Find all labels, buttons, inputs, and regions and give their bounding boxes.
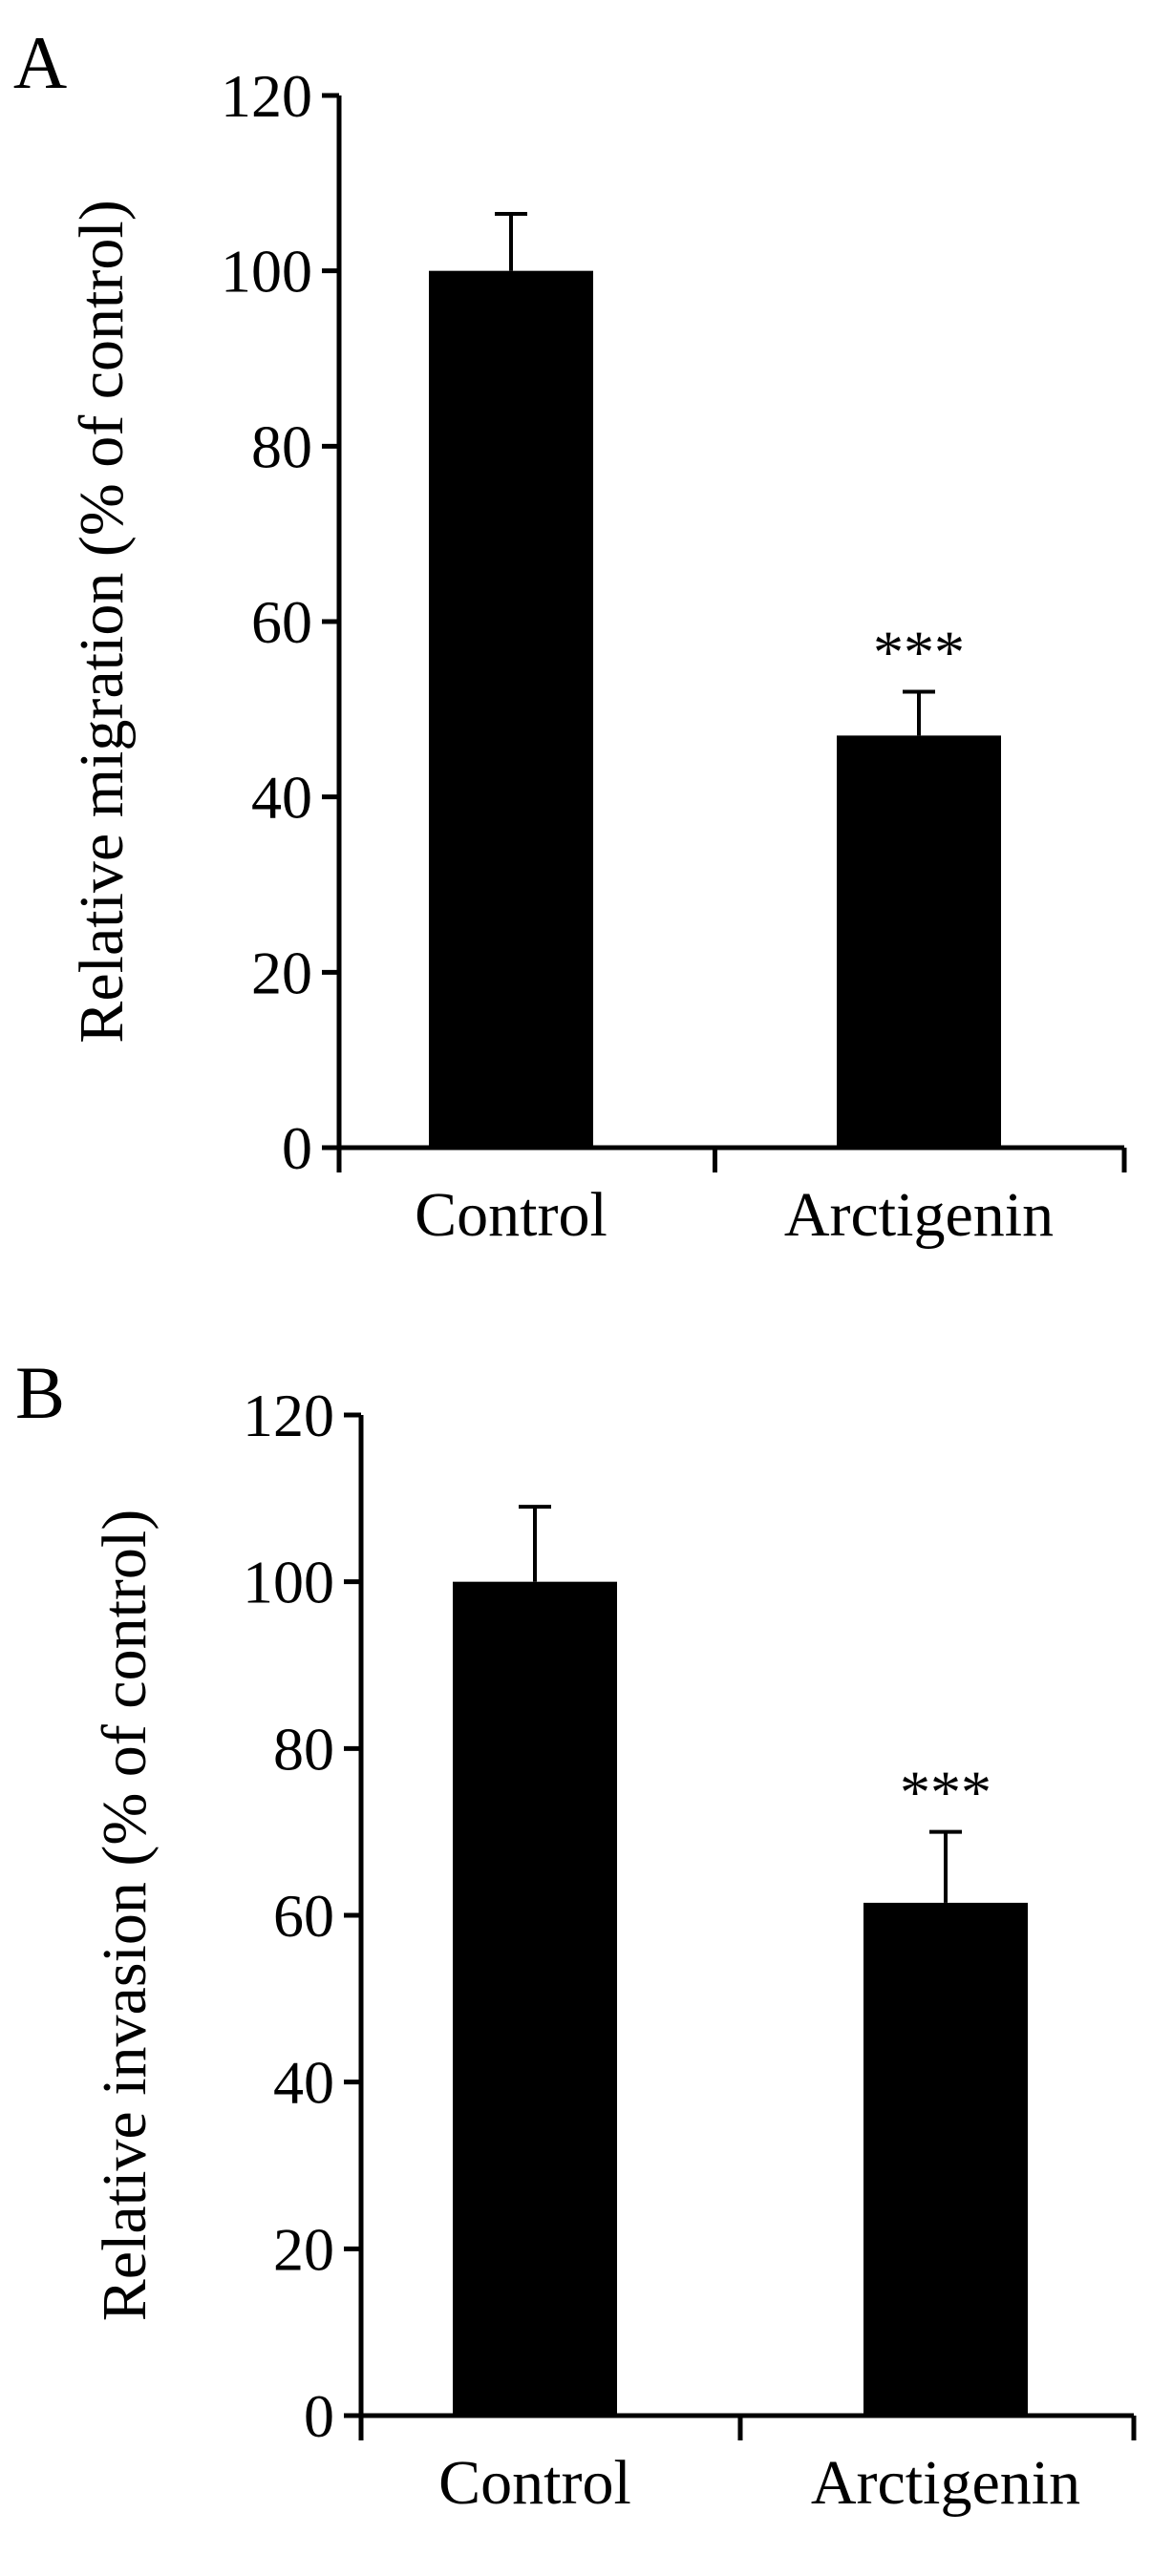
x-tick-label: Control	[438, 2448, 631, 2518]
x-tick-label: Control	[415, 1180, 607, 1250]
y-tick-label: 80	[273, 1715, 334, 1783]
y-tick-label: 20	[251, 939, 312, 1006]
y-tick-label: 60	[273, 1882, 334, 1950]
panel-label: B	[15, 1351, 65, 1434]
chart-panel-b: B 0 20 40 60 80 100 120 Relative invasion (% of …	[15, 1351, 1137, 2518]
y-tick-label: 20	[273, 2215, 334, 2283]
y-tick-label: 100	[221, 238, 312, 306]
y-tick-label: 120	[243, 1382, 334, 1449]
y-tick-label: 100	[243, 1549, 334, 1616]
y-tick-label: 0	[282, 1114, 312, 1182]
chart-panel-a: A 0 20 40 60 80 100 120 Relative migration (% of…	[13, 21, 1127, 1250]
y-axis-title: Relative invasion (% of control)	[90, 1510, 160, 2321]
bar	[837, 735, 1001, 1148]
x-tick-label: Arctigenin	[784, 1180, 1054, 1250]
x-tick-label: Arctigenin	[811, 2448, 1080, 2518]
y-tick-label: 120	[221, 62, 312, 130]
bar	[863, 1902, 1028, 2416]
significance-annotation: ***	[873, 618, 965, 686]
y-tick-label: 0	[304, 2382, 334, 2450]
y-tick-label: 60	[251, 588, 312, 656]
bar	[453, 1581, 617, 2416]
y-tick-label: 40	[251, 764, 312, 832]
y-axis-title: Relative migration (% of control)	[67, 200, 137, 1043]
y-tick-label: 40	[273, 2049, 334, 2117]
y-tick-label: 80	[251, 412, 312, 480]
panel-label: A	[13, 21, 67, 104]
significance-annotation: ***	[900, 1759, 991, 1826]
bar	[429, 270, 593, 1149]
